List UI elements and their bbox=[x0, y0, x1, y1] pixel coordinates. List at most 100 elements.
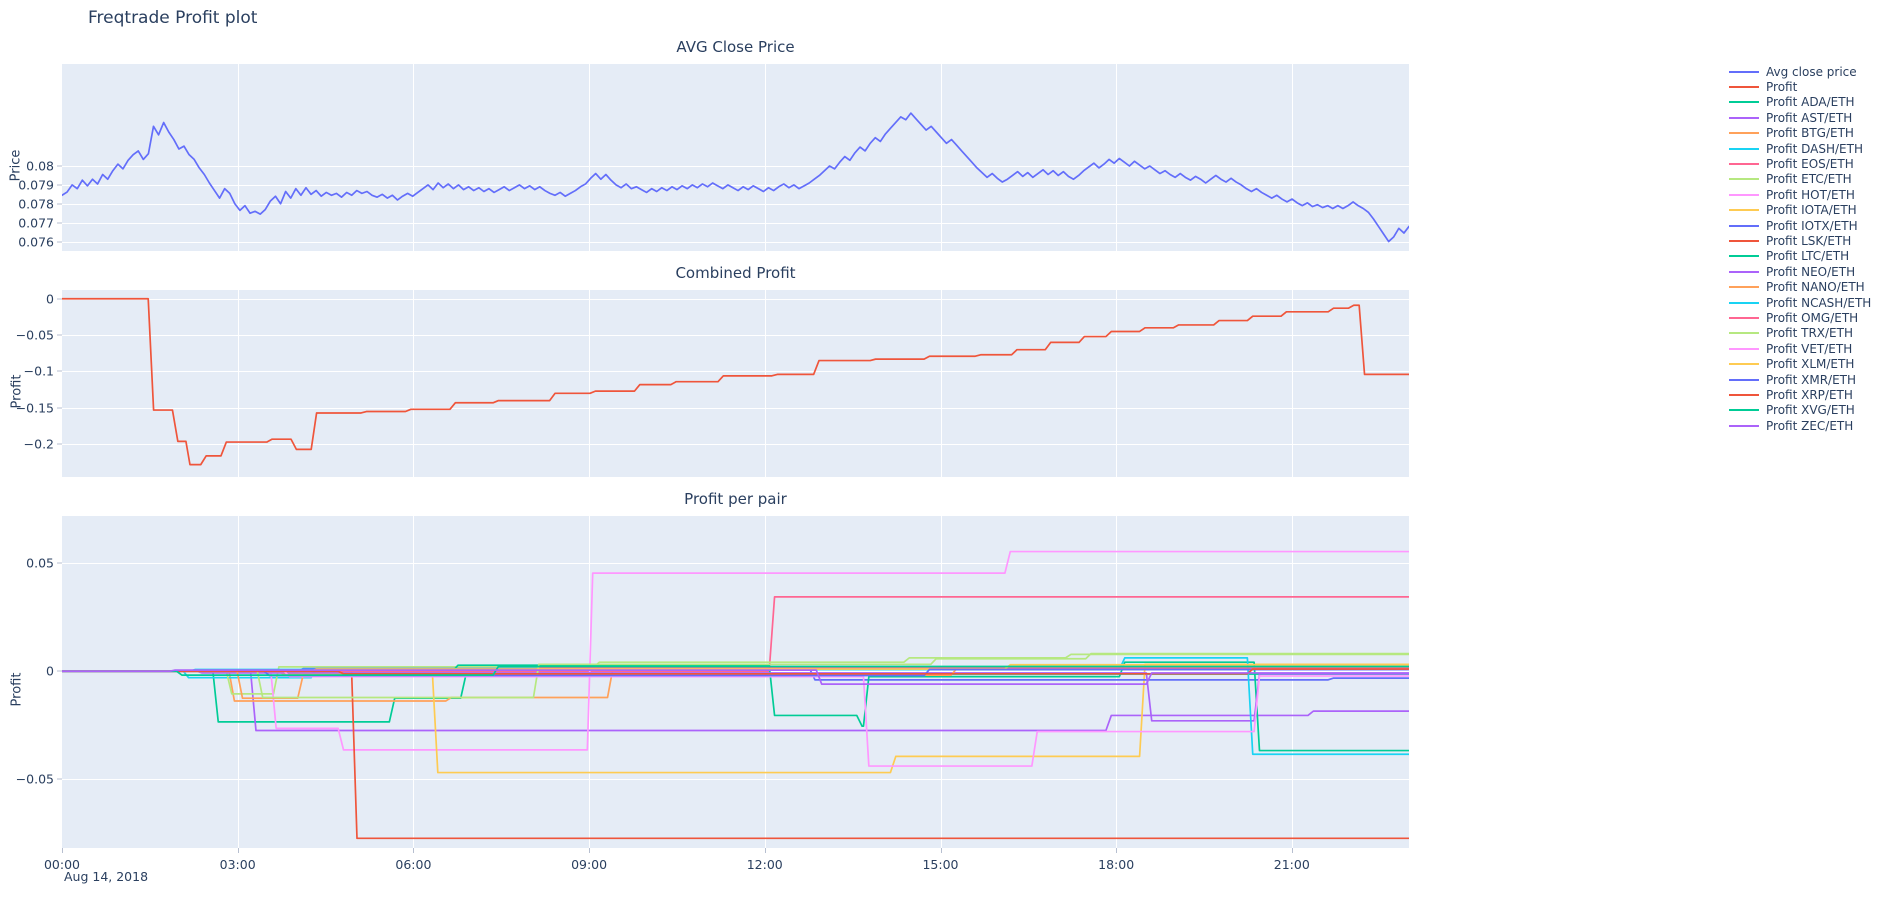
legend-color-swatch bbox=[1729, 224, 1759, 227]
legend-item[interactable]: Profit NEO/ETH bbox=[1729, 264, 1871, 279]
legend-item-label: Profit NANO/ETH bbox=[1766, 280, 1865, 295]
legend-item-label: Profit HOT/ETH bbox=[1766, 187, 1855, 202]
legend-color-swatch bbox=[1729, 347, 1759, 350]
gridline-vertical bbox=[764, 64, 766, 251]
legend-color-swatch bbox=[1729, 178, 1759, 181]
legend-color-swatch bbox=[1729, 363, 1759, 366]
legend-color-swatch bbox=[1729, 70, 1759, 73]
x-axis-tick-mark bbox=[1116, 848, 1118, 853]
series-line bbox=[62, 671, 1409, 730]
xaxis-date-label: Aug 14, 2018 bbox=[64, 869, 149, 884]
x-axis-tick-label: 21:00 bbox=[1273, 857, 1310, 872]
y-axis-tick-mark bbox=[57, 184, 62, 186]
gridline-vertical bbox=[1291, 64, 1293, 251]
legend-item-label: Profit VET/ETH bbox=[1766, 341, 1853, 356]
legend-item[interactable]: Profit VET/ETH bbox=[1729, 341, 1871, 356]
legend-item[interactable]: Profit OMG/ETH bbox=[1729, 310, 1871, 325]
series-line bbox=[62, 552, 1409, 750]
chart-title-combined-profit: Combined Profit bbox=[675, 264, 796, 282]
series-line bbox=[62, 113, 1409, 241]
page-title: Freqtrade Profit plot bbox=[88, 8, 258, 28]
legend-item[interactable]: Profit XRP/ETH bbox=[1729, 387, 1871, 402]
y-axis-tick-mark bbox=[57, 298, 62, 300]
legend-color-swatch bbox=[1729, 424, 1759, 427]
gridline-vertical bbox=[589, 290, 591, 477]
gridline-vertical bbox=[237, 516, 239, 848]
chart-combined-profit: Combined Profit Profit 0 −0.05 −0.1 −0.15 −0… bbox=[9, 264, 1409, 477]
legend-color-swatch bbox=[1729, 116, 1759, 119]
legend-color-swatch bbox=[1729, 332, 1759, 335]
gridline-vertical bbox=[764, 516, 766, 848]
x-axis-tick-label: 03:00 bbox=[219, 857, 256, 872]
legend-color-swatch bbox=[1729, 239, 1759, 242]
legend-item[interactable]: Profit XVG/ETH bbox=[1729, 403, 1871, 418]
legend-item[interactable]: Avg close price bbox=[1729, 64, 1871, 79]
gridline-horizontal bbox=[62, 371, 1409, 373]
legend-item[interactable]: Profit IOTA/ETH bbox=[1729, 203, 1871, 218]
legend-item-label: Profit LSK/ETH bbox=[1766, 233, 1852, 248]
legend-item[interactable]: Profit ADA/ETH bbox=[1729, 95, 1871, 110]
y-axis-tick-label: 0 bbox=[46, 663, 54, 679]
legend-item[interactable]: Profit ZEC/ETH bbox=[1729, 418, 1871, 433]
legend-color-swatch bbox=[1729, 132, 1759, 135]
legend-color-swatch bbox=[1729, 409, 1759, 412]
legend-color-swatch bbox=[1729, 193, 1759, 196]
legend-item-label: Avg close price bbox=[1766, 64, 1857, 79]
legend-item-label: Profit OMG/ETH bbox=[1766, 310, 1859, 325]
x-axis-tick-mark bbox=[764, 848, 766, 853]
series-line bbox=[62, 669, 1409, 674]
legend-item-label: Profit IOTX/ETH bbox=[1766, 218, 1858, 233]
legend-item[interactable]: Profit IOTX/ETH bbox=[1729, 218, 1871, 233]
gridline-vertical bbox=[1116, 290, 1118, 477]
legend-item[interactable]: Profit TRX/ETH bbox=[1729, 326, 1871, 341]
legend-item[interactable]: Profit NANO/ETH bbox=[1729, 279, 1871, 294]
gridline-vertical bbox=[589, 64, 591, 251]
legend-color-swatch bbox=[1729, 301, 1759, 304]
gridline-horizontal bbox=[62, 335, 1409, 337]
legend-color-swatch bbox=[1729, 255, 1759, 258]
legend-item[interactable]: Profit NCASH/ETH bbox=[1729, 295, 1871, 310]
series-line bbox=[62, 671, 1409, 838]
chart-avg-close-price: AVG Close Price Price 0.08 0.079 0.078 0.07… bbox=[8, 38, 1409, 251]
legend-item[interactable]: Profit ETC/ETH bbox=[1729, 172, 1871, 187]
gridline-vertical bbox=[940, 516, 942, 848]
legend-item[interactable]: Profit LTC/ETH bbox=[1729, 249, 1871, 264]
y-axis-tick-mark bbox=[57, 165, 62, 167]
gridline-vertical bbox=[1116, 64, 1118, 251]
y-axis-tick-mark bbox=[57, 334, 62, 336]
legend-item[interactable]: Profit HOT/ETH bbox=[1729, 187, 1871, 202]
legend-item-label: Profit NCASH/ETH bbox=[1766, 295, 1872, 310]
gridline-vertical bbox=[413, 516, 415, 848]
plot-area-avg-close-price bbox=[62, 64, 1409, 251]
legend-item-label: Profit IOTA/ETH bbox=[1766, 203, 1857, 218]
legend-item[interactable]: Profit LSK/ETH bbox=[1729, 233, 1871, 248]
gridline-vertical bbox=[237, 64, 239, 251]
legend-item[interactable]: Profit EOS/ETH bbox=[1729, 156, 1871, 171]
gridline-horizontal bbox=[62, 184, 1409, 186]
series-line bbox=[62, 670, 1409, 684]
legend-item[interactable]: Profit AST/ETH bbox=[1729, 110, 1871, 125]
gridline-horizontal bbox=[62, 444, 1409, 446]
gridline-horizontal bbox=[62, 298, 1409, 300]
y-axis-tick-mark bbox=[57, 443, 62, 445]
legend-item-label: Profit AST/ETH bbox=[1766, 110, 1853, 125]
legend-item[interactable]: Profit bbox=[1729, 79, 1871, 94]
legend-item-label: Profit BTG/ETH bbox=[1766, 126, 1854, 141]
y-axis-tick-label: −0.05 bbox=[15, 327, 54, 343]
legend-item[interactable]: Profit BTG/ETH bbox=[1729, 126, 1871, 141]
legend-color-swatch bbox=[1729, 270, 1759, 273]
legend-color-swatch bbox=[1729, 378, 1759, 381]
y-axis-tick-label: 0.076 bbox=[18, 234, 54, 250]
y-axis-tick-mark bbox=[57, 407, 62, 409]
legend-item[interactable]: Profit XMR/ETH bbox=[1729, 372, 1871, 387]
legend-item-label: Profit XRP/ETH bbox=[1766, 387, 1853, 402]
legend-item[interactable]: Profit DASH/ETH bbox=[1729, 141, 1871, 156]
y-axis-tick-label: 0.08 bbox=[26, 158, 54, 174]
series-layer-profit-per-pair bbox=[62, 516, 1409, 848]
legend-item-label: Profit TRX/ETH bbox=[1766, 326, 1853, 341]
x-axis-tick-label: 00:00 bbox=[43, 857, 81, 872]
legend-item[interactable]: Profit XLM/ETH bbox=[1729, 356, 1871, 371]
y-axis-tick-label: −0.2 bbox=[23, 436, 54, 452]
x-axis-tick-label: 15:00 bbox=[922, 857, 959, 872]
legend-color-swatch bbox=[1729, 101, 1759, 104]
